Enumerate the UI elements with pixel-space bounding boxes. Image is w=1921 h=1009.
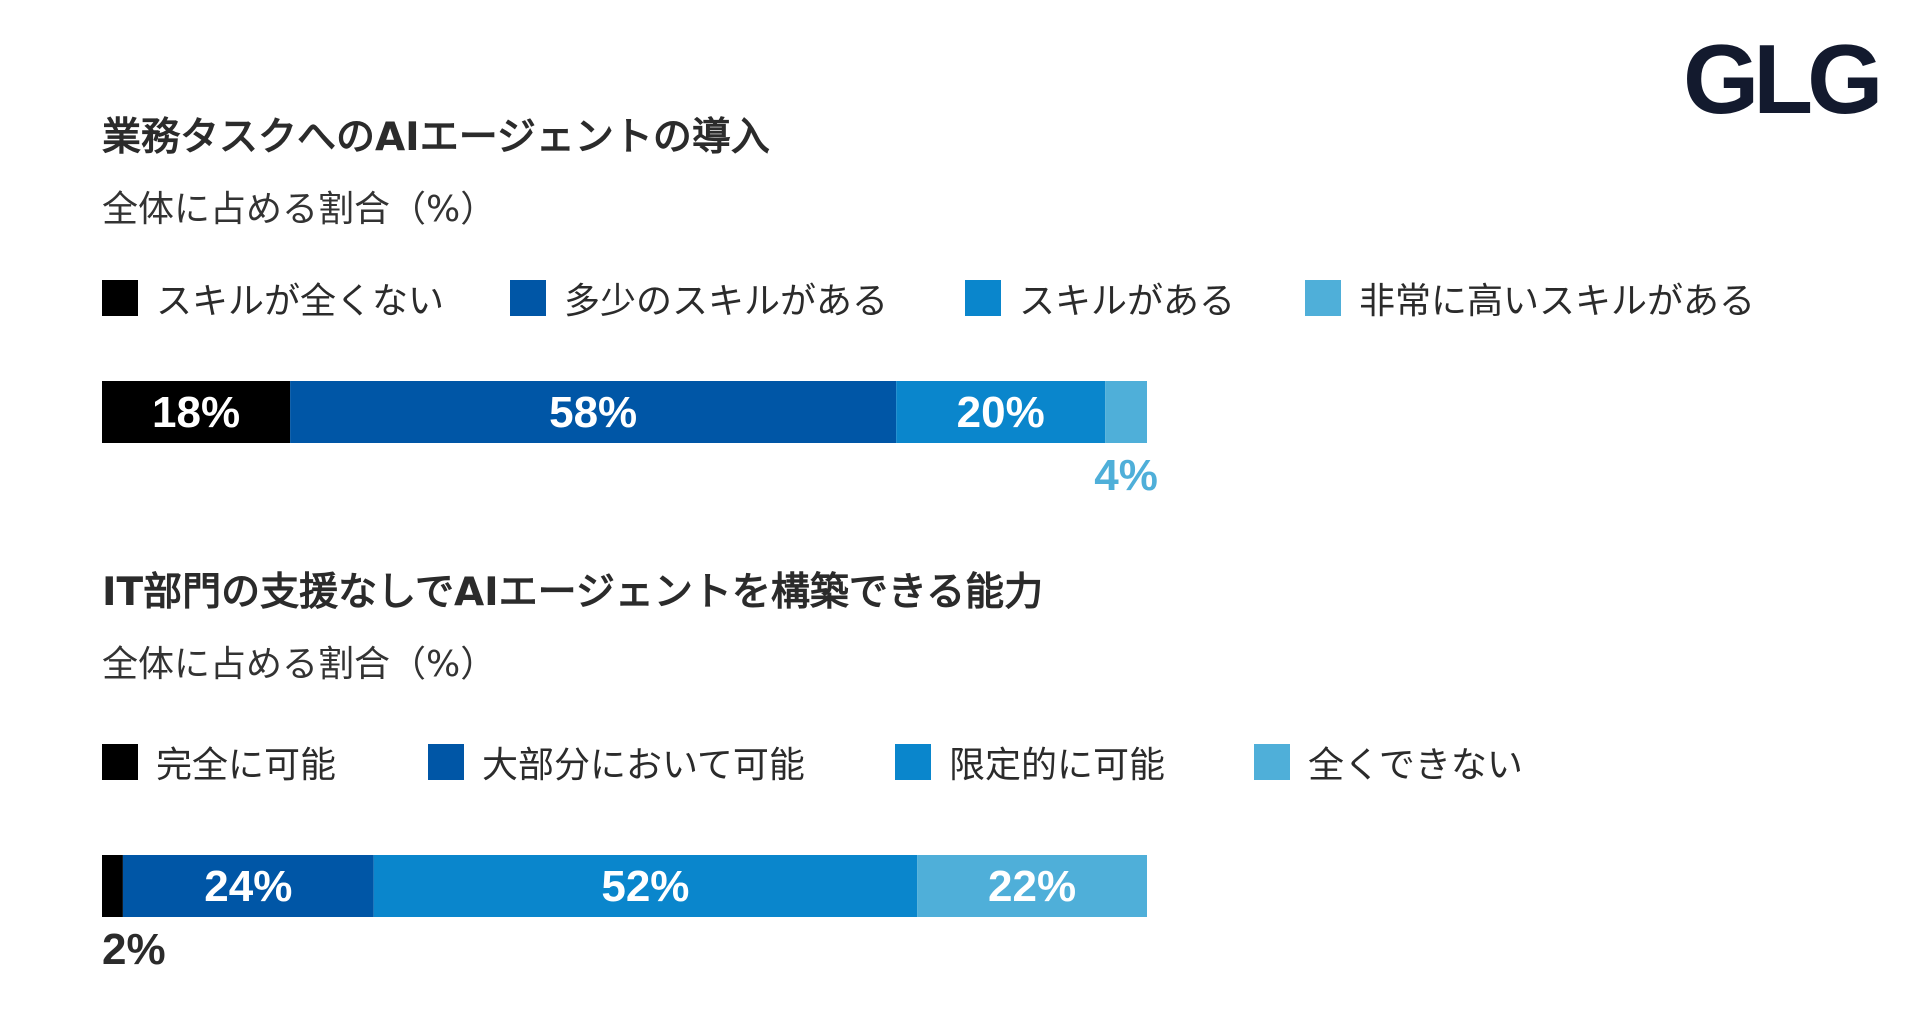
legend-label: スキルが全くない [156,281,445,322]
chart-build-without-it: IT部門の支援なしでAIエージェントを構築できる能力 全体に占める割合（%） 完… [102,555,1862,995]
legend-item: スキルが全くない [102,272,510,324]
legend-item: 多少のスキルがある [510,272,965,324]
chart-legend: スキルが全くない 多少のスキルがある スキルがある 非常に高いスキルがある [102,272,1755,324]
legend-swatch [895,744,931,780]
stacked-bar: 18% 58% 20% 4% [102,381,1158,500]
chart-title: 業務タスクへのAIエージェントの導入 [102,115,770,160]
legend-item: スキルがある [965,272,1305,324]
legend-label: 限定的に可能 [949,745,1166,786]
legend-label: スキルがある [1019,281,1236,322]
legend-swatch [1305,280,1341,316]
legend-swatch [1254,744,1290,780]
chart-title: IT部門の支援なしでAIエージェントを構築できる能力 [102,570,1044,615]
legend-swatch [102,280,138,316]
legend-label: 完全に可能 [156,745,337,786]
legend-item: 大部分において可能 [428,736,895,788]
segment-value-label: 18% [152,388,240,437]
legend-item: 限定的に可能 [895,736,1254,788]
bar-segment [373,855,918,917]
bar-segment [1105,381,1147,443]
bar-segment [896,381,1106,443]
legend-label: 大部分において可能 [482,745,805,786]
bar-segment [102,855,123,917]
legend-label: 非常に高いスキルがある [1359,281,1756,322]
segment-value-label: 24% [204,862,292,911]
legend-label: 全くできない [1308,745,1523,786]
bar-segment [102,381,291,443]
chart-legend: 完全に可能 大部分において可能 限定的に可能 全くできない [102,736,1523,788]
chart-subtitle: 全体に占める割合（%） [102,189,497,230]
outside-value-label: 4% [1094,451,1158,500]
bar-segment [290,381,897,443]
bar-segment [122,855,374,917]
segment-value-label: 22% [988,862,1076,911]
segment-value-label: 52% [601,862,689,911]
stacked-bar: 2% 24% 52% 22% [102,855,1147,974]
chart-ai-agent-adoption: 業務タスクへのAIエージェントの導入 全体に占める割合（%） スキルが全くない … [102,100,1862,520]
segment-value-label: 20% [957,388,1045,437]
legend-swatch [102,744,138,780]
legend-item: 非常に高いスキルがある [1305,272,1755,324]
legend-item: 完全に可能 [102,736,428,788]
legend-swatch [428,744,464,780]
bar-segment [917,855,1147,917]
legend-swatch [965,280,1001,316]
segment-value-label: 58% [549,388,637,437]
legend-label: 多少のスキルがある [564,281,889,322]
legend-swatch [510,280,546,316]
chart-subtitle: 全体に占める割合（%） [102,644,497,685]
outside-value-label: 2% [102,925,166,974]
legend-item: 全くできない [1254,736,1523,788]
glg-logo: GLG [1683,24,1883,134]
